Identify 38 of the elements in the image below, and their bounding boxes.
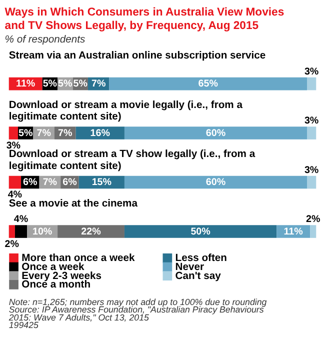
text: Note: n=1,265; numbers may not add up to 100% due to rounding bbox=[8, 296, 267, 307]
legend-label: Once a month bbox=[22, 280, 91, 291]
data-label: 5% bbox=[58, 78, 73, 90]
data-label: 4% bbox=[14, 214, 28, 226]
data-label: 6% bbox=[62, 177, 78, 188]
data-label: 5% bbox=[18, 128, 33, 139]
data-label: 50% bbox=[190, 226, 211, 238]
chart-subtitle: % of respondents bbox=[4, 34, 86, 46]
y-tick-label: See a movie at the cinema bbox=[8, 198, 138, 210]
data-label: 22% bbox=[81, 226, 102, 238]
data-label: 15% bbox=[92, 177, 112, 188]
data-label: 7% bbox=[36, 128, 52, 139]
data-label: 5% bbox=[73, 78, 88, 90]
data-label: 7% bbox=[58, 128, 73, 139]
data-label: 65% bbox=[198, 78, 218, 90]
data-label: 3% bbox=[304, 164, 319, 176]
data-label: 11% bbox=[284, 226, 304, 238]
data-label: 60% bbox=[206, 128, 226, 139]
data-label: 2% bbox=[306, 214, 320, 226]
data-label: 60% bbox=[206, 177, 226, 188]
data-label: 10% bbox=[32, 226, 52, 238]
data-label: 3% bbox=[304, 116, 319, 127]
data-label: 7% bbox=[92, 78, 106, 90]
data-label: 6% bbox=[23, 177, 38, 188]
data-label: 5% bbox=[42, 78, 58, 90]
data-label: 7% bbox=[42, 177, 58, 188]
y-tick-label: Download or stream a movie legally (i.e., from a legitimate content site) bbox=[8, 100, 243, 123]
y-tick-label: Download or stream a TV show legally (i.e., from a legitimate content site) bbox=[8, 149, 256, 172]
legend-label: Can't say bbox=[175, 270, 222, 282]
y-tick-label: Stream via an Australian online subscription service bbox=[8, 50, 266, 62]
chart-title: Ways in Which Consumers in Australia View Movies and TV Shows Legally, by Frequency, Aug 2015 bbox=[4, 6, 284, 32]
data-label: 11% bbox=[16, 78, 36, 90]
legend-label: Once a week bbox=[22, 262, 84, 273]
data-label: 3% bbox=[304, 66, 319, 78]
legend-label: Never bbox=[175, 262, 204, 273]
text: 199425 bbox=[8, 320, 38, 330]
data-label: 2% bbox=[4, 238, 20, 250]
data-label: 16% bbox=[90, 128, 110, 139]
